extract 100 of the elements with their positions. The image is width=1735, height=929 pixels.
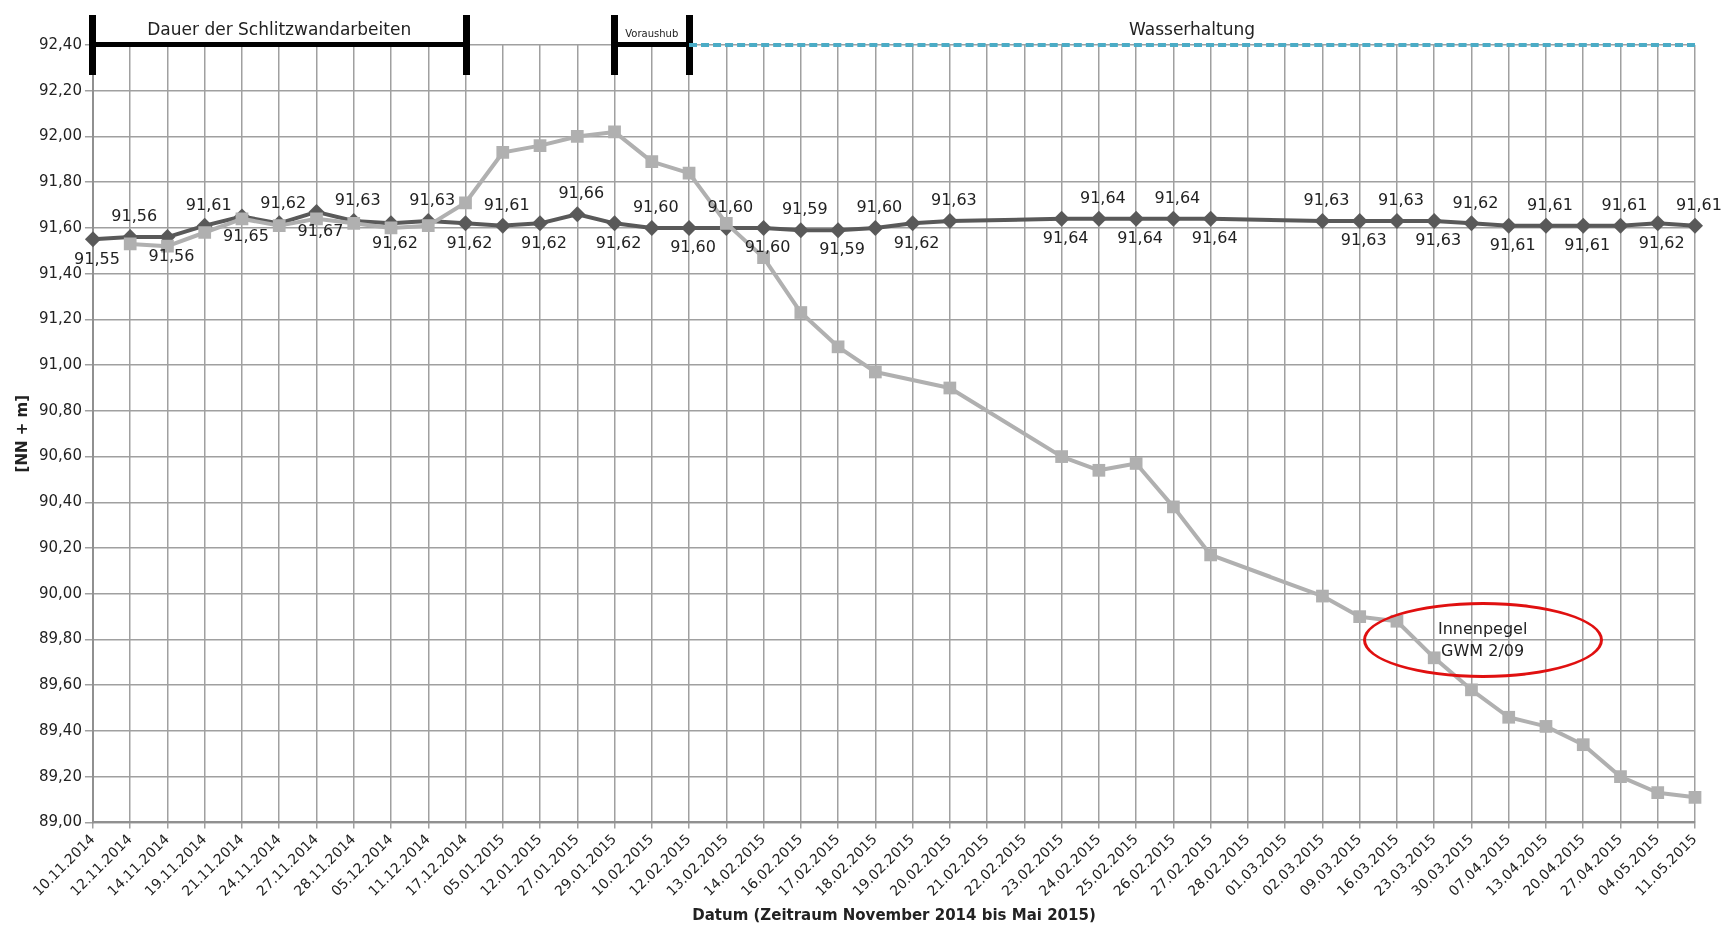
- point: [1053, 210, 1070, 227]
- point: [1465, 683, 1478, 697]
- point: [1427, 651, 1441, 665]
- data-label: 91,67: [297, 221, 344, 241]
- point: [532, 215, 549, 232]
- point: [831, 340, 845, 354]
- y-tick-label: 89,00: [38, 812, 82, 831]
- point: [533, 139, 547, 152]
- data-label: 91,62: [1638, 232, 1685, 252]
- point: [794, 306, 808, 319]
- point: [421, 219, 435, 232]
- point: [1055, 450, 1068, 463]
- data-label: 91,56: [148, 246, 195, 266]
- y-tick-label: 89,80: [38, 629, 82, 648]
- point: [1500, 217, 1517, 234]
- point: [570, 130, 584, 143]
- data-label: 91,66: [558, 183, 605, 203]
- point: [1353, 610, 1367, 624]
- data-label: 91,64: [1191, 227, 1238, 247]
- point: [792, 222, 809, 239]
- data-label: 91,65: [223, 225, 269, 245]
- text: Voraushub: [624, 28, 680, 39]
- point: [496, 146, 510, 159]
- data-label: 91,60: [856, 197, 903, 217]
- y-tick-label: 89,20: [38, 766, 82, 785]
- point: [123, 237, 137, 251]
- data-label: 91,63: [1415, 230, 1462, 250]
- point: [1688, 790, 1702, 804]
- data-label: 91,62: [260, 192, 307, 212]
- data-label: 91,62: [446, 232, 493, 252]
- point: [1463, 215, 1480, 232]
- point: [1614, 770, 1627, 784]
- point: [1128, 210, 1145, 227]
- data-label: 91,60: [632, 197, 679, 217]
- data-label: 91,61: [1601, 194, 1648, 214]
- point: [868, 365, 882, 379]
- data-label: 91,63: [930, 190, 977, 210]
- point: [608, 125, 621, 139]
- data-label: 91,62: [521, 232, 567, 252]
- point: [1092, 463, 1106, 477]
- point: [198, 226, 212, 239]
- point: [719, 216, 733, 230]
- data-label: 91,63: [1340, 230, 1387, 250]
- y-tick-label: 89,60: [38, 675, 82, 694]
- point: [606, 215, 623, 232]
- data-label: 91,60: [707, 197, 754, 217]
- y-tick-label: 91,80: [38, 172, 82, 191]
- data-label: 91,59: [819, 239, 865, 259]
- point: [569, 206, 586, 223]
- point: [457, 215, 474, 232]
- point: [1090, 210, 1107, 227]
- data-label: 91,56: [111, 206, 158, 226]
- y-tick-label: 91,60: [38, 217, 82, 236]
- y-tick-label: 92,40: [38, 34, 82, 53]
- data-label: 91,64: [1154, 187, 1201, 207]
- data-label: 91,61: [1564, 234, 1611, 254]
- point: [459, 196, 472, 210]
- point: [235, 212, 249, 226]
- y-tick-label: 90,20: [38, 537, 82, 556]
- data-label: 91,61: [1676, 194, 1722, 214]
- point: [643, 219, 660, 236]
- point: [1502, 710, 1516, 724]
- data-label: 91,63: [334, 190, 381, 210]
- data-label: 91,61: [1489, 234, 1536, 254]
- point: [1576, 738, 1590, 752]
- data-label: 91,60: [670, 237, 716, 257]
- data-label: 91,62: [372, 232, 418, 252]
- point: [1426, 213, 1443, 230]
- data-label: 91,64: [1079, 187, 1126, 207]
- point: [1316, 589, 1329, 603]
- point: [867, 219, 884, 236]
- point: [943, 381, 957, 395]
- point: [272, 219, 286, 232]
- data-label: 91,62: [893, 232, 940, 252]
- point: [1649, 215, 1666, 232]
- y-tick-label: 91,00: [38, 355, 82, 374]
- y-axis-title: [NN + m]: [12, 394, 31, 473]
- point: [1351, 213, 1368, 230]
- text: Dauer der Schlitzwandarbeiten: [146, 18, 413, 39]
- y-tick-label: 91,20: [38, 309, 82, 328]
- point: [494, 217, 511, 234]
- y-tick-label: 90,40: [38, 492, 82, 511]
- point: [1537, 217, 1554, 234]
- point: [1129, 457, 1143, 470]
- data-label: 91,63: [1378, 190, 1424, 210]
- data-label: 91,62: [595, 232, 642, 252]
- x-axis-title: Datum (Zeitraum November 2014 bis Mai 2015): [692, 905, 1096, 924]
- data-label: 91,60: [744, 237, 791, 257]
- text: Wasserhaltung: [1128, 18, 1256, 39]
- point: [830, 222, 847, 239]
- data-label: 91,59: [781, 199, 828, 219]
- annotation: Innenpegel GWM 2/09: [1436, 617, 1529, 662]
- point: [755, 219, 772, 236]
- data-label: 91,61: [185, 194, 232, 214]
- point: [645, 155, 659, 168]
- y-tick-label: 89,40: [38, 720, 82, 739]
- y-tick-label: 92,00: [38, 126, 82, 145]
- y-tick-label: 92,20: [38, 80, 82, 99]
- point: [1575, 217, 1592, 234]
- data-label: 91,62: [1452, 192, 1499, 212]
